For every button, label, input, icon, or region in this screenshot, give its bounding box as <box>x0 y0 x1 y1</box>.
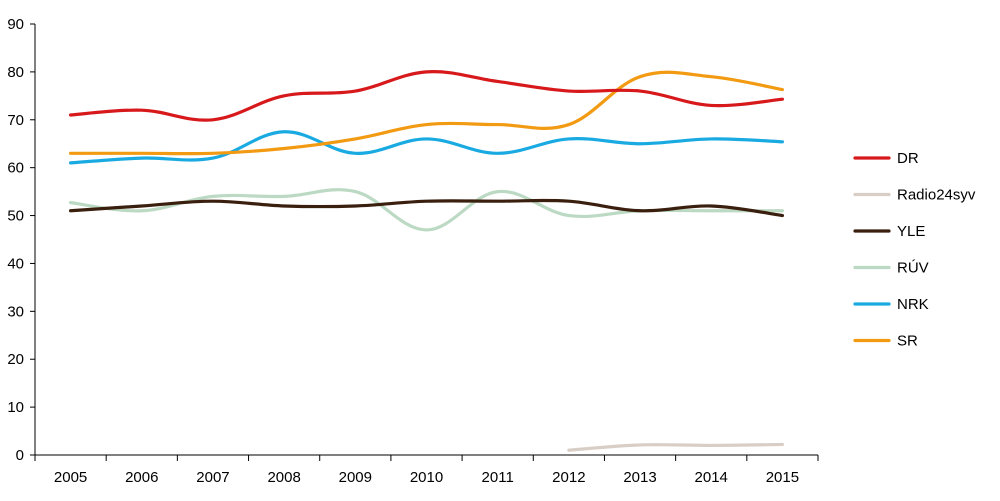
x-tick-label: 2010 <box>410 469 443 486</box>
series-line-nrk <box>68 130 785 165</box>
y-tick-label: 10 <box>7 399 24 416</box>
legend-label-dr: DR <box>897 150 919 167</box>
legend-label-sr: SR <box>897 333 918 350</box>
x-tick-label: 2007 <box>196 469 229 486</box>
y-tick-label: 80 <box>7 64 24 81</box>
y-tick-label: 60 <box>7 160 24 177</box>
series-line-radio24syv <box>567 442 785 452</box>
x-tick-label: 2013 <box>623 469 656 486</box>
series-line-sr <box>68 70 785 156</box>
y-tick-label: 40 <box>7 255 24 272</box>
series-line-yle <box>68 198 785 218</box>
x-tick-label: 2015 <box>766 469 799 486</box>
x-tick-label: 2014 <box>695 469 728 486</box>
y-tick-label: 70 <box>7 112 24 129</box>
legend-label-radio24syv: Radio24syv <box>897 187 976 204</box>
y-tick-label: 50 <box>7 208 24 225</box>
legend: DR Radio24syv YLE RÚV NRK SR <box>853 150 976 350</box>
series-line-dr <box>68 70 785 122</box>
x-tick-label: 2012 <box>552 469 585 486</box>
legend-label-yle: YLE <box>897 223 925 240</box>
x-tick-label: 2011 <box>482 469 514 486</box>
x-tick-label: 2009 <box>339 469 372 486</box>
x-tick-label: 2005 <box>54 469 87 486</box>
legend-label-nrk: NRK <box>897 296 929 313</box>
axes: 0 10 20 30 40 50 60 70 80 90 2005 2006 2007 2008 2009 2… <box>7 16 819 486</box>
y-tick-label: 30 <box>7 303 24 320</box>
y-tick-label: 0 <box>16 447 24 464</box>
series-layer <box>68 70 785 452</box>
x-tick-label: 2006 <box>125 469 158 486</box>
legend-label-r-v: RÚV <box>897 260 929 277</box>
y-tick-label: 20 <box>7 351 24 368</box>
y-tick-label: 90 <box>7 16 24 33</box>
x-tick-label: 2008 <box>267 469 300 486</box>
